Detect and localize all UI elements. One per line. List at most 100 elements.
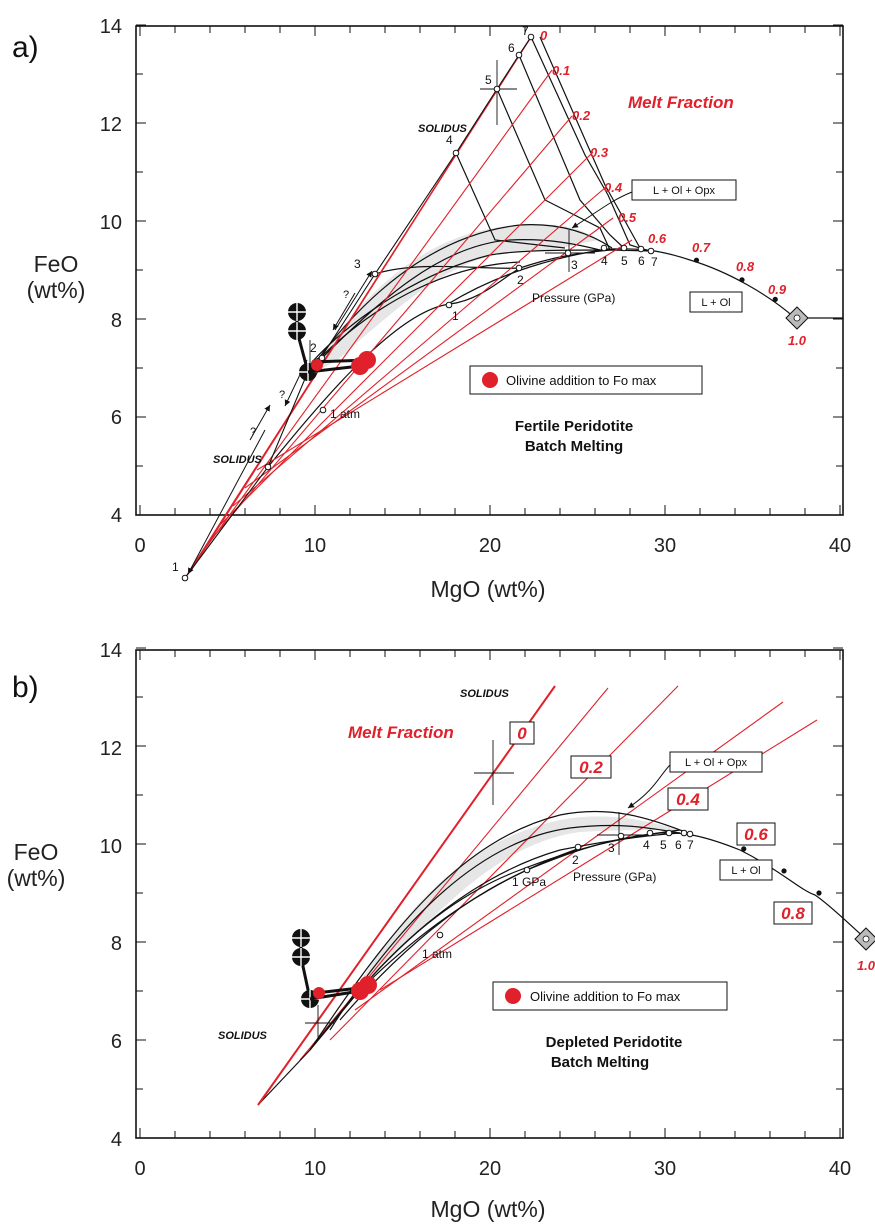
panel-b-ol-add-3 (313, 987, 325, 999)
panel-a-melt-fraction-label-5: 0.5 (618, 210, 637, 225)
panel-b-shaded-field (355, 816, 680, 990)
panel-a-olivine-point-2 (515, 264, 523, 272)
panel-a-arrow-5 (332, 292, 356, 331)
panel-a-q2: ? (279, 389, 285, 401)
panel-a-solidus-point-label-7: 7 (522, 24, 529, 38)
panel-a-xtick-20: 20 (479, 535, 501, 557)
panel-b-melt-fraction-label-3: 0.6 (744, 825, 768, 844)
panel-a-isobar-6 (518, 54, 626, 250)
panel-a-red-line-3 (220, 151, 594, 525)
panel-a-olivine-dots (693, 257, 778, 302)
panel-a-isobar-7 (530, 36, 651, 252)
panel-b-olivine-point-label-5: 6 (675, 838, 682, 852)
panel-b-points (436, 829, 694, 939)
panel-b-olivine-point-5 (680, 829, 688, 837)
panel-a-legend-box (469, 365, 703, 395)
panel-b-melt-fraction-box-0 (509, 721, 535, 745)
panel-b-xtick-0: 0 (134, 1158, 145, 1180)
panel-a-xtick-40: 40 (829, 535, 851, 557)
panel-a-solidus-low-point (264, 463, 272, 471)
panel-b-ylabel-1: FeO (14, 839, 59, 865)
panel-a-olivine-point-5 (620, 244, 628, 252)
panel-a-melt-fraction-label-8: 0.8 (736, 259, 755, 274)
panel-a-curve-5 (321, 261, 521, 357)
panel-a-ol-box-text: L + Ol (701, 297, 730, 309)
panel-b-ytick-8: 8 (111, 933, 122, 955)
panel-a-curve-6 (374, 265, 521, 275)
panel-b-one-atm-point (436, 931, 444, 939)
panel-b-opx-box (669, 751, 763, 773)
panel-b-pressure-label: Pressure (GPa) (573, 870, 656, 884)
panel-b-legend-text: Olivine addition to Fo max (530, 989, 681, 1004)
panel-b-red-line-1 (329, 685, 679, 1041)
panel-a-xtick-30: 30 (654, 535, 676, 557)
panel-b-atm-label: 1 atm (422, 947, 452, 961)
panel-a-legend-text: Olivine addition to Fo max (506, 373, 657, 388)
panel-b-ytick-12: 12 (100, 738, 122, 760)
panel-a-caption-2: Batch Melting (525, 438, 623, 455)
panel-b-melt-fraction-box-1 (570, 755, 612, 779)
panel-b-melt-fraction-box-3 (736, 822, 776, 846)
panel-a-xtick-0: 0 (134, 535, 145, 557)
panel-a-melt-fraction-label-9: 0.9 (768, 282, 787, 297)
panel-b-opx-arrow (627, 764, 671, 809)
panel-a-solidus-point-5 (493, 85, 501, 93)
panel-b-end-label: 1.0 (857, 958, 875, 973)
panel-b-letter: b) (12, 671, 39, 704)
panel-a-red-line-solidus (189, 36, 532, 573)
panel-b-ytick-4: 4 (111, 1129, 122, 1151)
panel-a-ticks (136, 24, 843, 516)
panel-a: a) 14 12 10 8 6 4 0 10 20 30 40 MgO (wt%… (12, 16, 851, 602)
panel-a-legend-dot (482, 372, 498, 388)
panel-b-olivine-control-line (526, 832, 867, 940)
panel-a-caption-1: Fertile Peridotite (515, 418, 633, 435)
panel-a-fo-diamond-center (793, 314, 801, 322)
panel-a-isobars (455, 36, 651, 252)
panel-a-one-atm-point (319, 406, 327, 414)
panel-a-olivine-point-label-6: 6 (638, 254, 645, 268)
panel-a-solidus-point-label-2: 2 (310, 341, 317, 355)
panel-b-olivine-point-1 (574, 843, 582, 851)
panel-a-olivine-dot-1 (739, 277, 745, 283)
panel-a-melt-fraction-label-4: 0.4 (604, 180, 623, 195)
panel-b-ylabel-2: (wt%) (7, 865, 66, 891)
panel-b-fo-diamond-center (862, 935, 870, 943)
panel-a-melt-fraction-label-7: 0.7 (692, 240, 711, 255)
panel-a-points (181, 33, 655, 582)
panel-a-arrow-4 (334, 270, 373, 331)
panel-a-melt-fraction-label-3: 0.3 (590, 145, 609, 160)
panel-a-curve-2 (311, 249, 611, 363)
panel-a-olivine-point-label-5: 5 (621, 254, 628, 268)
panel-a-ytick-14: 14 (100, 16, 122, 38)
panel-a-solidus-point-label-5: 5 (485, 73, 492, 87)
panel-a-q3: ? (343, 289, 349, 301)
panel-b-melt-fraction-box-4 (773, 901, 813, 925)
panel-b-olivine-point-label-6: 7 (687, 838, 694, 852)
panel-b-legend-box (492, 981, 728, 1011)
panel-a-ytick-4: 4 (111, 505, 122, 527)
panel-a-solidus-top: SOLIDUS (418, 123, 468, 135)
panel-a-sym-line-2 (295, 330, 310, 373)
panel-b-opx-box-text: L + Ol + Opx (685, 757, 747, 769)
panel-b-ytick-14: 14 (100, 640, 122, 662)
panel-a-olivine-dot-0 (693, 257, 700, 263)
panel-b-ol-box-text: L + Ol (731, 865, 760, 877)
panel-b-xtick-40: 40 (829, 1158, 851, 1180)
panel-a-melt-fraction-labels: 0 0.1 0.2 0.3 0.4 0.5 0.6 0.7 0.8 0.9 1.0 (540, 28, 807, 348)
panel-a-melt-fraction-label-2: 0.2 (572, 108, 591, 123)
panel-b-solidus-bottom: SOLIDUS (218, 1030, 268, 1042)
panel-b-olivine-point-label-1: 2 (572, 853, 579, 867)
panel-a-isobar-7b (539, 36, 641, 249)
panel-a-isobar-4 (455, 152, 566, 249)
panel-b-xlabel: MgO (wt%) (431, 1196, 546, 1222)
panel-b-xtick-30: 30 (654, 1158, 676, 1180)
panel-b-ol-box (719, 859, 773, 881)
panel-b-fo-diamond (854, 927, 875, 951)
panel-b-olivine-point-4 (665, 829, 673, 837)
panel-b-olivine-dot-2 (816, 890, 822, 896)
panel-b-olivine-point-3 (646, 829, 654, 837)
panel-b-melt-fraction-label-2: 0.4 (676, 790, 700, 809)
panel-b-curve-2 (309, 810, 689, 1051)
panel-a-melt-fraction-label-1: 0.1 (552, 63, 570, 78)
